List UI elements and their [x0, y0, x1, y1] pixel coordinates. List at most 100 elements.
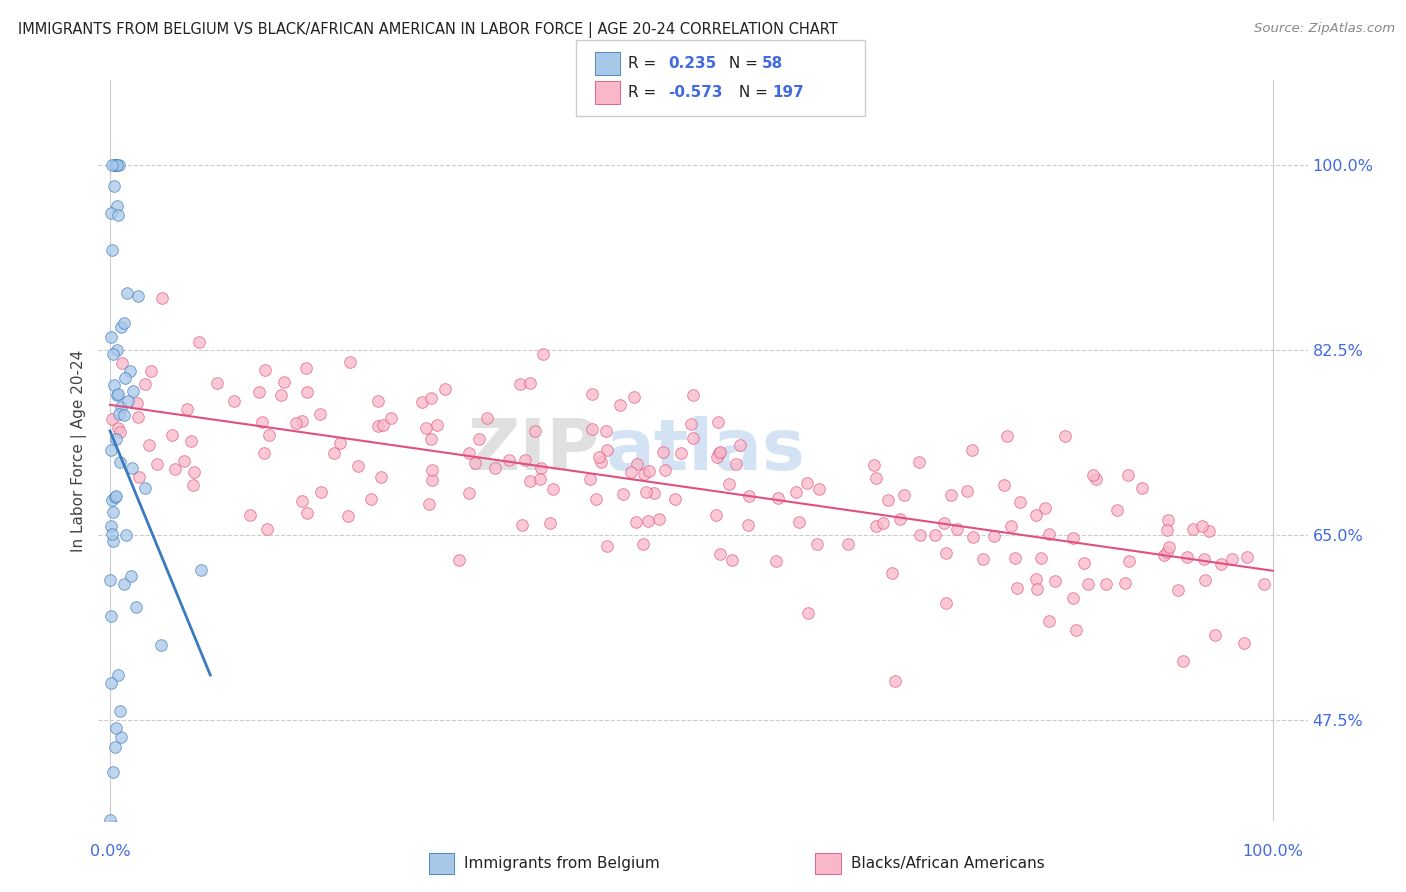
Point [1116, 468, 1139, 483]
Text: 197: 197 [772, 86, 804, 100]
Point [1062, 531, 1084, 545]
Point [1038, 614, 1060, 628]
Point [256, 522, 278, 536]
Point [252, 415, 274, 429]
Point [1107, 503, 1129, 517]
Point [932, 516, 955, 530]
Point [538, 516, 561, 530]
Point [585, 492, 607, 507]
Point [1114, 576, 1136, 591]
Point [623, 391, 645, 405]
Point [1198, 524, 1220, 539]
Point [418, 497, 440, 511]
Point [1167, 583, 1189, 598]
Point [134, 376, 156, 391]
Point [347, 458, 370, 473]
Point [1192, 552, 1215, 566]
Text: 100.0%: 100.0% [1241, 844, 1303, 859]
Point [498, 452, 520, 467]
Point [160, 428, 183, 442]
Point [434, 382, 457, 396]
Point [110, 400, 132, 414]
Text: 58: 58 [762, 56, 783, 70]
Point [807, 482, 830, 496]
Point [295, 507, 318, 521]
Point [1029, 551, 1052, 566]
Point [125, 396, 148, 410]
Point [415, 421, 437, 435]
Point [609, 398, 631, 412]
Point [541, 482, 564, 496]
Point [380, 411, 402, 425]
Point [411, 394, 433, 409]
Point [721, 553, 744, 567]
Text: ZIP: ZIP [468, 416, 600, 485]
Point [524, 424, 547, 438]
Point [669, 446, 692, 460]
Point [273, 375, 295, 389]
Point [1209, 557, 1232, 571]
Point [1156, 545, 1178, 559]
Point [176, 401, 198, 416]
Point [510, 518, 533, 533]
Text: -0.573: -0.573 [668, 86, 723, 100]
Point [101, 346, 124, 360]
Point [104, 490, 127, 504]
Point [467, 432, 489, 446]
Point [1118, 554, 1140, 568]
Point [253, 363, 276, 377]
Point [100, 411, 122, 425]
Point [101, 505, 124, 519]
Point [121, 461, 143, 475]
Point [464, 456, 486, 470]
Point [1181, 522, 1204, 536]
Point [707, 416, 730, 430]
Point [291, 494, 314, 508]
Point [664, 492, 686, 507]
Point [115, 286, 138, 301]
Point [110, 320, 132, 334]
Point [295, 385, 318, 400]
Point [101, 158, 124, 172]
Point [972, 551, 994, 566]
Point [765, 554, 787, 568]
Point [935, 596, 957, 610]
Point [105, 388, 128, 402]
Point [924, 527, 946, 541]
Point [309, 485, 332, 500]
Point [1233, 635, 1256, 649]
Point [1095, 576, 1118, 591]
Point [728, 438, 751, 452]
Point [960, 442, 983, 457]
Point [420, 432, 443, 446]
Point [1033, 501, 1056, 516]
Point [652, 445, 675, 459]
Point [1081, 468, 1104, 483]
Point [595, 424, 617, 438]
Point [247, 384, 270, 399]
Point [908, 455, 931, 469]
Point [706, 450, 728, 464]
Point [682, 388, 704, 402]
Point [519, 376, 541, 390]
Point [1191, 519, 1213, 533]
Point [257, 427, 280, 442]
Point [107, 407, 129, 421]
Point [420, 391, 443, 405]
Point [883, 674, 905, 689]
Point [633, 467, 655, 481]
Point [105, 343, 128, 357]
Point [1220, 552, 1243, 566]
Point [290, 414, 312, 428]
Point [180, 434, 202, 448]
Point [515, 453, 537, 467]
Point [1204, 628, 1226, 642]
Point [1062, 591, 1084, 605]
Text: Immigrants from Belgium: Immigrants from Belgium [464, 856, 659, 871]
Point [107, 668, 129, 682]
Point [530, 461, 553, 475]
Point [163, 462, 186, 476]
Point [889, 511, 911, 525]
Point [190, 563, 212, 577]
Point [367, 418, 389, 433]
